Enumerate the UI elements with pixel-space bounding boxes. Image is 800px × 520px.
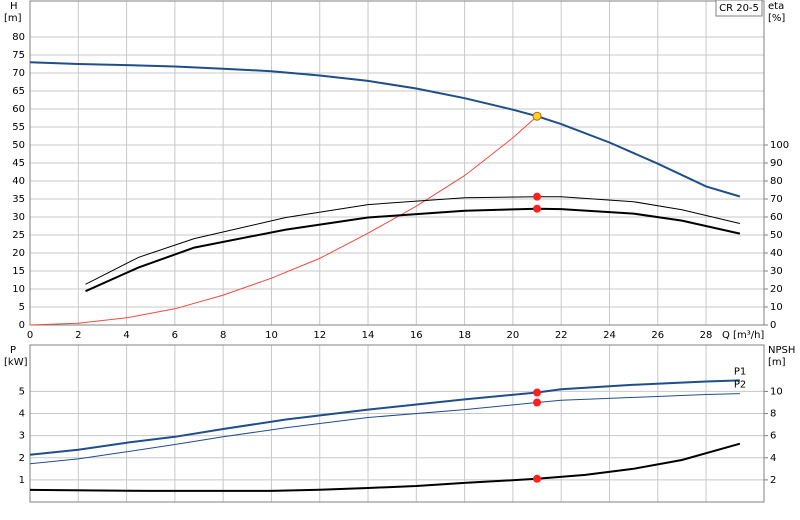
y-tick-label: 35 [12,194,25,205]
y2-tick-label: 30 [770,266,783,277]
y-tick-label: 5 [19,302,25,313]
x-tick-label: 0 [27,330,33,341]
series-line [85,207,741,293]
y-tick-label: 65 [12,86,25,97]
y-tick-label: 80 [12,32,25,43]
y-tick-label: 5 [19,386,25,397]
y2-axis-unit: [%] [768,13,785,24]
y2-tick-label: 60 [770,212,783,223]
x-tick-label: 24 [603,330,616,341]
operating-point [533,474,542,483]
x-tick-label: 18 [458,330,471,341]
series-line [29,61,741,198]
y-tick-label: 60 [12,104,25,115]
series-label: P1 [734,366,746,377]
y2-tick-label: 4 [770,453,776,464]
y2-tick-label: 6 [770,431,776,442]
series-line [29,115,538,326]
plot-frame [29,344,765,503]
x-tick-label: 4 [123,330,129,341]
y-tick-label: 2 [19,453,25,464]
x-tick-label: 8 [220,330,226,341]
operating-point [533,204,542,213]
y-tick-label: 0 [19,320,25,331]
plot-frame [29,0,765,326]
x-tick-label: 16 [410,330,423,341]
y2-tick-label: 0 [770,320,776,331]
y-axis-unit: [m] [4,13,22,24]
y-axis-label: H [10,1,18,12]
y-axis-unit: [kW] [4,357,28,368]
y-tick-label: 40 [12,176,25,187]
y-tick-label: 75 [12,50,25,61]
plot-area [30,345,764,502]
x-tick-label: 6 [172,330,178,341]
x-tick-label: 10 [265,330,278,341]
y2-tick-label: 50 [770,230,783,241]
y-tick-label: 15 [12,266,25,277]
x-tick-label: 2 [75,330,81,341]
y2-tick-label: 40 [770,248,783,259]
series-line [85,196,741,285]
y-tick-label: 10 [12,284,25,295]
y2-tick-label: 80 [770,176,783,187]
y2-tick-label: 2 [770,475,776,486]
y2-tick-label: 100 [770,140,789,151]
y-tick-label: 20 [12,248,25,259]
y-tick-label: 70 [12,68,25,79]
y2-tick-label: 10 [770,302,783,313]
x-tick-label: 26 [651,330,664,341]
y-tick-label: 4 [19,409,25,420]
y2-tick-label: 20 [770,284,783,295]
x-tick-label: 12 [313,330,326,341]
x-axis-label: Q [m³/h] [722,330,764,341]
y-tick-label: 30 [12,212,25,223]
operating-point [533,388,542,397]
y2-tick-label: 8 [770,409,776,420]
y-tick-label: 55 [12,122,25,133]
y-tick-label: 50 [12,140,25,151]
y2-tick-label: 10 [770,386,783,397]
operating-point [532,111,542,121]
x-tick-label: 20 [507,330,520,341]
series-line [29,379,740,456]
y-tick-label: 3 [19,431,25,442]
title-box [715,0,763,17]
y2-tick-label: 70 [770,194,783,205]
series-line [29,442,741,492]
series-label: P2 [734,380,746,391]
y-tick-label: 1 [19,475,25,486]
y2-axis-label: NPSH [768,345,795,356]
y2-tick-label: 90 [770,158,783,169]
operating-point [533,192,542,201]
y-tick-label: 25 [12,230,25,241]
y-axis-label: P [10,345,16,356]
y2-axis-unit: [m] [768,357,786,368]
y-tick-label: 45 [12,158,25,169]
series-line [29,393,740,465]
y2-axis-label: eta [768,1,784,12]
chart-title: CR 20-5 [719,3,759,14]
x-tick-label: 22 [555,330,568,341]
x-tick-label: 14 [362,330,375,341]
x-tick-label: 28 [700,330,713,341]
operating-point [533,398,542,407]
